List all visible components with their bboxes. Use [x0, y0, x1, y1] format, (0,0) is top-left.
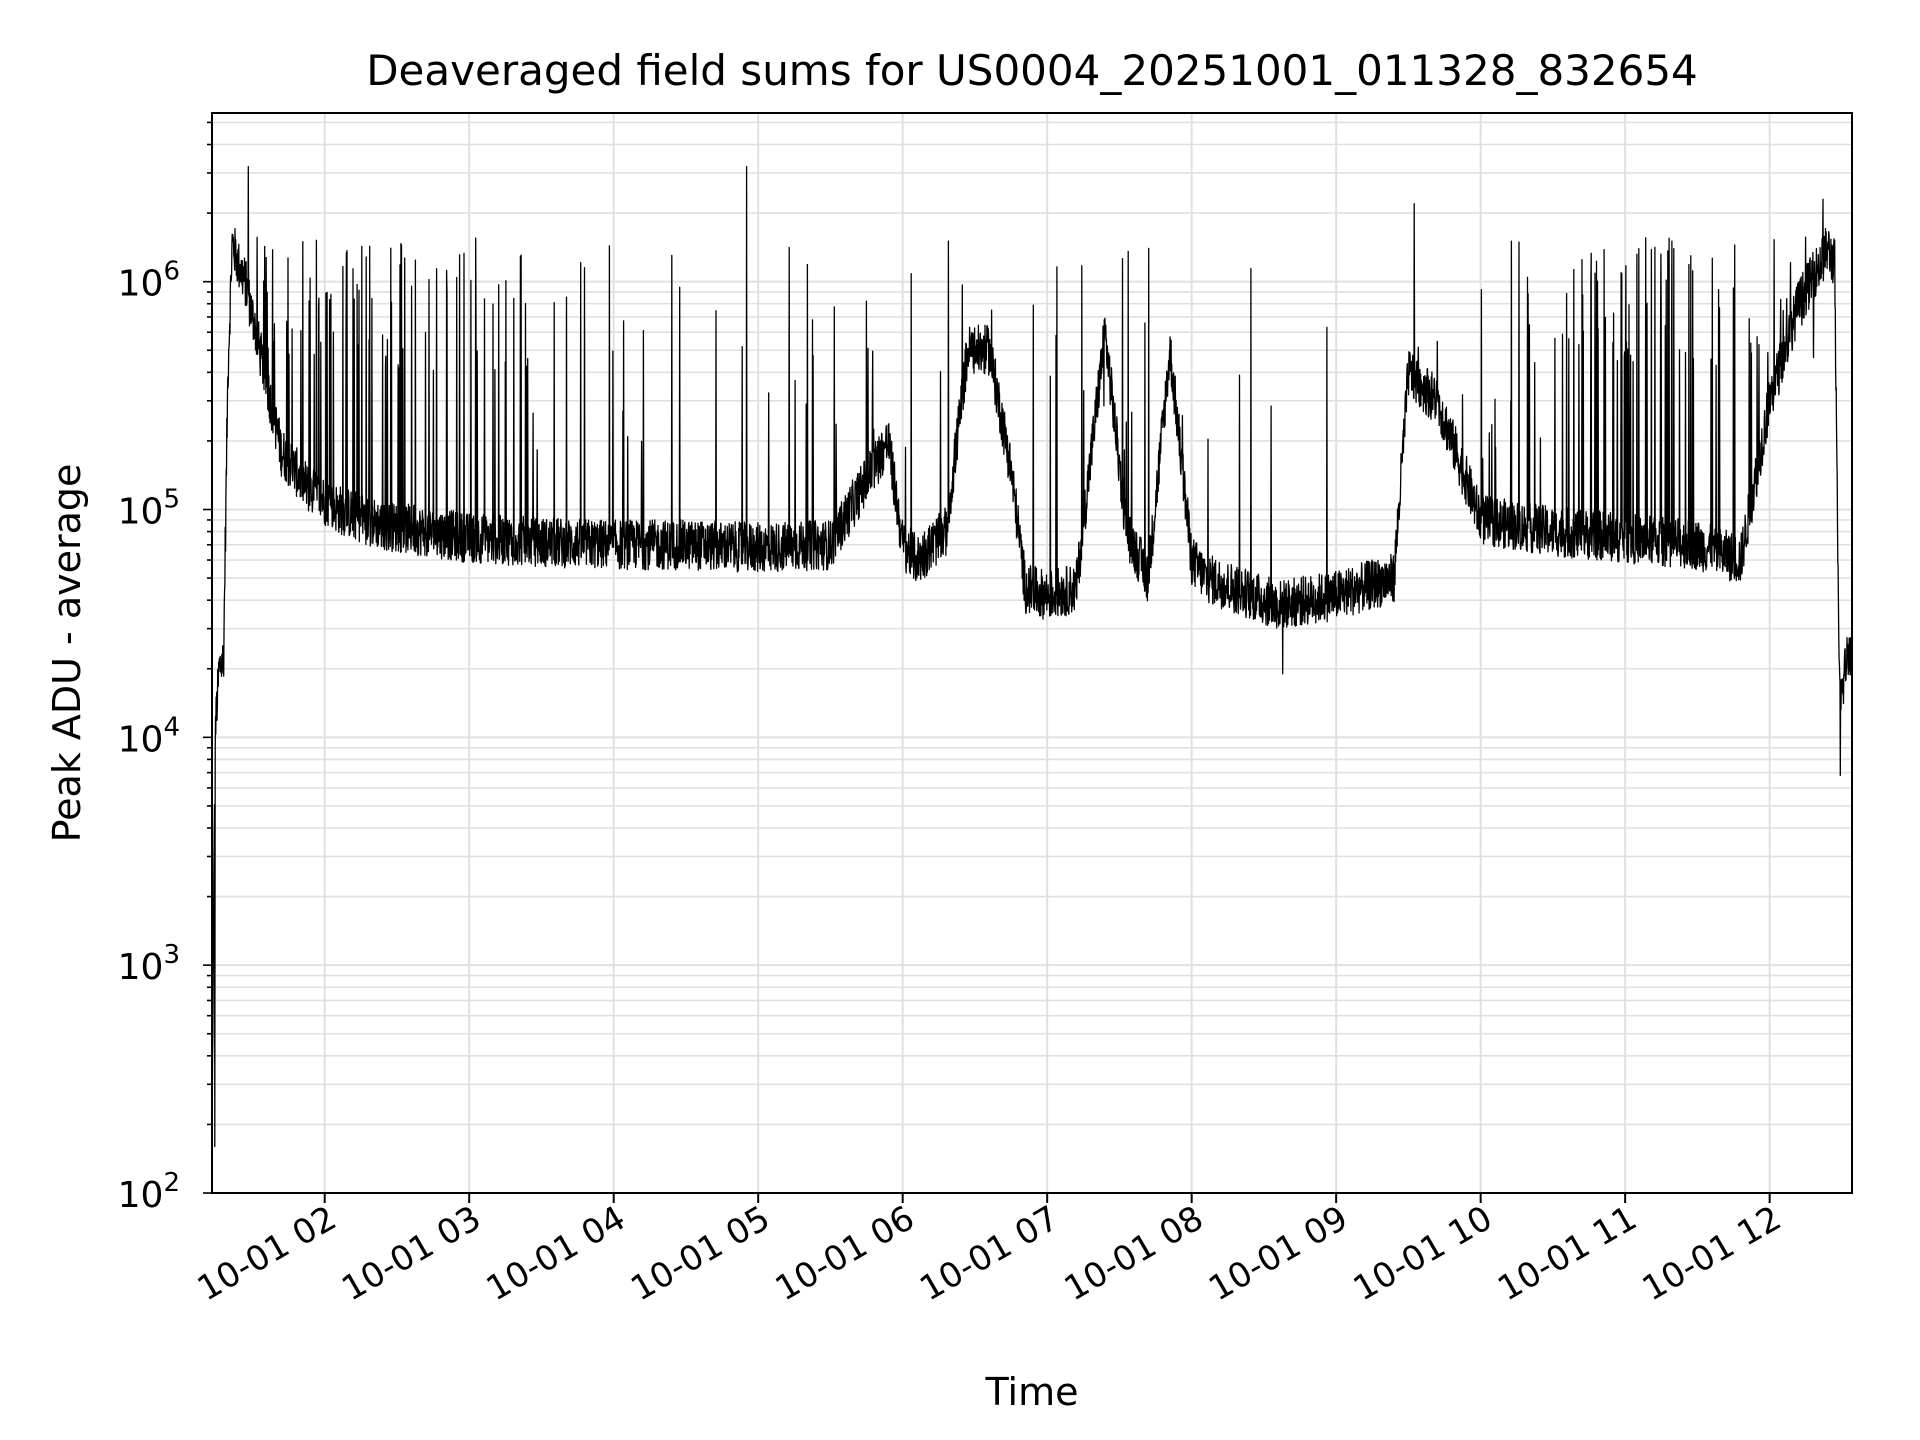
- x-axis-label: Time: [985, 1370, 1079, 1414]
- y-tick-base: 10: [118, 947, 164, 988]
- y-tick-exponent: 4: [163, 712, 180, 742]
- y-tick-base: 10: [118, 1175, 164, 1216]
- plot-frame: [211, 112, 1853, 1194]
- y-tick-exponent: 3: [163, 940, 180, 970]
- y-tick-label: 102: [118, 1168, 180, 1216]
- series-layer: [211, 165, 1853, 1148]
- y-tick-base: 10: [118, 719, 164, 760]
- y-tick-exponent: 6: [163, 257, 180, 287]
- y-tick-label: 106: [118, 257, 180, 305]
- y-tick-base: 10: [118, 264, 164, 305]
- y-tick-exponent: 5: [163, 485, 180, 515]
- y-tick-exponent: 2: [163, 1168, 180, 1198]
- y-tick-label: 105: [118, 485, 180, 533]
- y-tick-label: 103: [118, 940, 180, 988]
- y-tick-label: 104: [118, 712, 180, 760]
- chart-title: Deaveraged field sums for US0004_2025100…: [366, 46, 1698, 95]
- y-tick-base: 10: [118, 492, 164, 533]
- series-line: [211, 165, 1853, 1148]
- y-axis-label: Peak ADU - average: [45, 464, 89, 843]
